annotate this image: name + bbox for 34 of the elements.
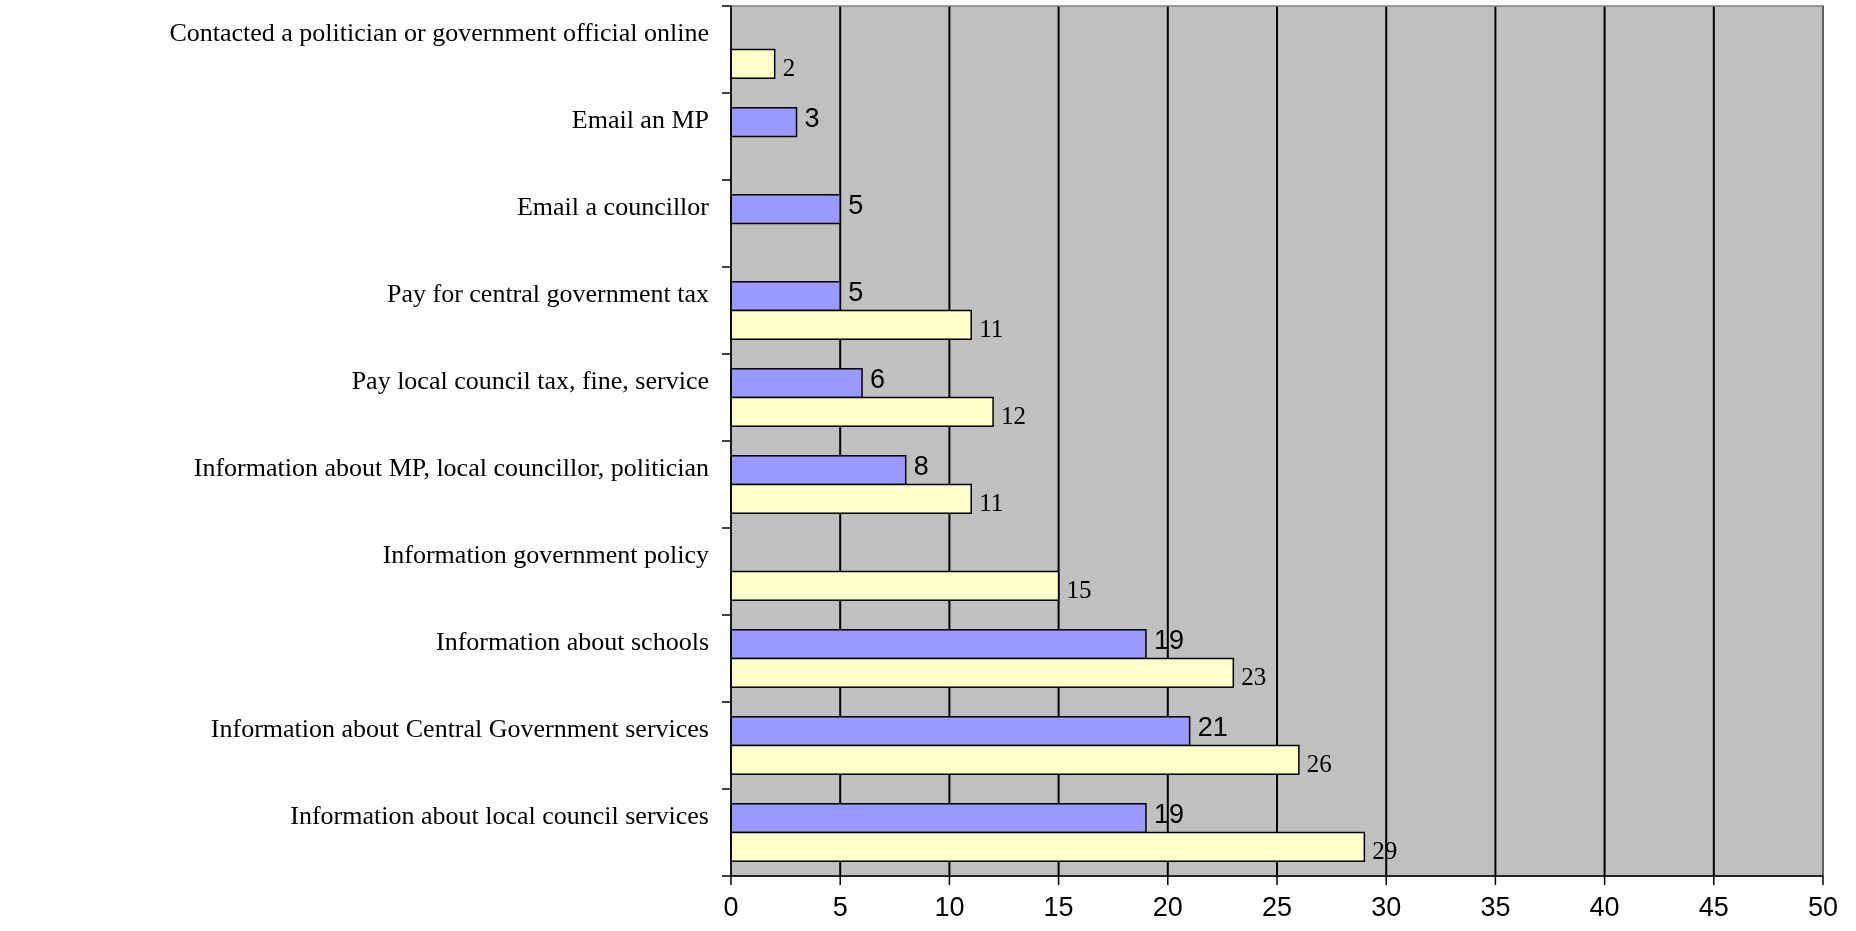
y-tick-label: Information about MP, local councillor, politician bbox=[193, 453, 709, 483]
y-tick-label: Information about Central Government services bbox=[210, 714, 709, 744]
x-tick-label: 35 bbox=[1480, 892, 1511, 922]
data-label: 11 bbox=[979, 314, 1004, 342]
y-tick-label: Contacted a politician or government official online bbox=[169, 18, 709, 48]
x-tick-label: 50 bbox=[1807, 892, 1839, 922]
x-tick-label: 10 bbox=[934, 892, 965, 922]
y-tick-label: Email an MP bbox=[571, 105, 709, 135]
data-label: 2 bbox=[782, 53, 796, 81]
data-label: 23 bbox=[1241, 662, 1267, 690]
data-label: 15 bbox=[1066, 575, 1092, 603]
x-tick-label: 15 bbox=[1043, 892, 1074, 922]
data-label: 21 bbox=[1197, 712, 1228, 743]
y-tick-label: Information government policy bbox=[382, 540, 709, 570]
x-tick-label: 45 bbox=[1698, 892, 1729, 922]
data-label: 8 bbox=[913, 451, 929, 482]
x-tick-label: 0 bbox=[723, 892, 739, 922]
y-tick-label: Email a councillor bbox=[516, 192, 710, 222]
data-label: 3 bbox=[804, 103, 820, 134]
y-tick-label: Pay local council tax, fine, service bbox=[351, 366, 709, 396]
data-label: 12 bbox=[1001, 401, 1027, 429]
x-tick-label: 40 bbox=[1589, 892, 1620, 922]
x-tick-label: 25 bbox=[1261, 892, 1293, 922]
data-label: 5 bbox=[848, 190, 864, 221]
y-tick-label: Information about local council services bbox=[290, 801, 709, 831]
y-tick-label: Pay for central government tax bbox=[387, 279, 709, 309]
data-label: 11 bbox=[979, 488, 1004, 516]
data-label: 5 bbox=[848, 277, 864, 308]
data-label: 26 bbox=[1306, 749, 1332, 777]
y-tick-label: Information about schools bbox=[436, 627, 709, 657]
x-tick-label: 20 bbox=[1152, 892, 1183, 922]
x-tick-label: 5 bbox=[832, 892, 848, 922]
data-label: 6 bbox=[870, 364, 886, 395]
x-tick-label: 30 bbox=[1371, 892, 1402, 922]
